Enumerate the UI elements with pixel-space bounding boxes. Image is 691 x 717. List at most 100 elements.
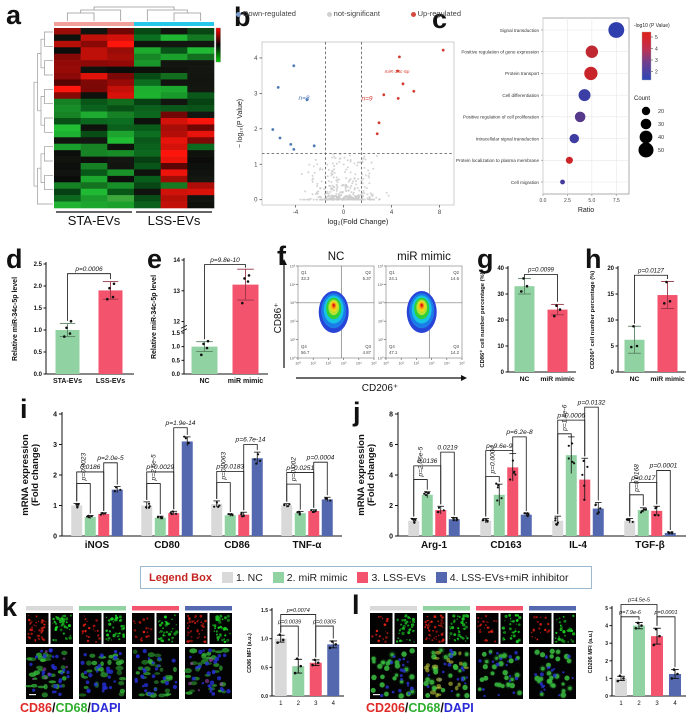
svg-text:20: 20 [658, 109, 664, 115]
legend-box: Legend Box 1. NC 2. miR mimic 3. LSS-EVs… [140, 566, 592, 589]
svg-text:4: 4 [332, 701, 336, 707]
svg-text:1: 1 [619, 701, 623, 707]
svg-text:NC: NC [520, 376, 530, 383]
svg-text:NC: NC [328, 251, 345, 263]
svg-text:0: 0 [53, 534, 57, 541]
channel-text: / [87, 701, 91, 715]
svg-text:Q2: Q2 [365, 270, 371, 275]
svg-text:Cell differentiation: Cell differentiation [502, 93, 539, 98]
svg-text:mRNA expression: mRNA expression [356, 434, 367, 516]
svg-text:p=4.5e-5: p=4.5e-5 [627, 598, 651, 604]
svg-text:10⁵: 10⁵ [290, 264, 296, 268]
svg-text:10¹: 10¹ [378, 338, 384, 342]
svg-text:2: 2 [389, 503, 393, 510]
svg-text:10³: 10³ [378, 301, 384, 305]
mir-mimic-swatch-icon [272, 571, 284, 583]
svg-text:p=6.2e-8: p=6.2e-8 [505, 429, 533, 436]
svg-text:3: 3 [314, 701, 318, 707]
mir-mimic-label: 2. miR mimic [286, 571, 348, 584]
svg-text:Q1: Q1 [389, 270, 395, 275]
svg-text:4: 4 [389, 473, 393, 480]
svg-text:1.5: 1.5 [34, 306, 43, 312]
svg-text:10: 10 [607, 318, 614, 324]
legend-item-down: Down-regulated [236, 9, 296, 18]
svg-text:24.1: 24.1 [389, 276, 398, 281]
panel-d-bar: 0.0 0.5 1.0 1.5 2.0 2.5 p=0.0006 STA-EVs LSS-EVs… [6, 246, 146, 398]
channel-text: CD68 [55, 701, 88, 715]
panel-letter-e: e [147, 244, 163, 274]
svg-text:Positive regulation of cell pr: Positive regulation of cell proliferatio… [463, 115, 540, 120]
svg-text:CD206⁺: CD206⁺ [362, 383, 398, 394]
svg-text:p=2.5e-5: p=2.5e-5 [151, 454, 158, 482]
microscopy-l-svg: 0 1 2 3 4 5 p=7.9e-6 p=4.5e-5p=0.0001 1 2 3 4 CD206 … [370, 598, 686, 707]
svg-text:IL-4: IL-4 [569, 540, 587, 551]
svg-text:2: 2 [605, 659, 608, 665]
svg-text:n=9: n=9 [361, 95, 372, 102]
svg-text:0.0: 0.0 [540, 198, 547, 204]
svg-text:3: 3 [605, 641, 608, 647]
svg-text:2: 2 [655, 70, 658, 76]
panel-l-microscopy: 0 1 2 3 4 5 p=7.9e-6 p=4.5e-5 p=0.0001 1 2 3 4 CD206 … [352, 592, 691, 717]
svg-text:10⁰: 10⁰ [295, 362, 301, 366]
svg-text:miR-34c-5p: miR-34c-5p [385, 69, 410, 75]
svg-text:p=0.0006: p=0.0006 [74, 266, 103, 273]
svg-text:LSS-EVs: LSS-EVs [96, 378, 125, 385]
up-regulated-label: Up-regulated [417, 9, 461, 18]
k-channel-label: CD86/CD68/DAPI [20, 701, 121, 715]
flow-svg: CD86⁺CD206⁺NCQ133.3Q25.37Q456.7Q34.8710⁰… [273, 251, 467, 394]
svg-text:miR mimic: miR mimic [228, 378, 264, 385]
svg-text:0.5: 0.5 [261, 665, 268, 671]
svg-text:p=2.06e-5: p=2.06e-5 [418, 446, 425, 477]
svg-text:47.1: 47.1 [389, 350, 398, 355]
svg-text:(Fold change): (Fold change) [30, 444, 41, 506]
svg-text:10¹: 10¹ [310, 362, 316, 366]
svg-text:p=0.0001: p=0.0001 [649, 463, 678, 470]
svg-text:miR mimic: miR mimic [540, 376, 575, 383]
svg-text:p=0.0063: p=0.0063 [221, 452, 228, 481]
svg-text:Q3: Q3 [365, 344, 371, 349]
svg-text:10⁵: 10⁵ [371, 362, 377, 366]
svg-text:0.0: 0.0 [261, 694, 268, 700]
grouped-bar-j-svg: 02468p=2.06e-50.01360.0219Arg-1p=0.0004p… [356, 399, 686, 551]
svg-text:10³: 10³ [429, 362, 435, 366]
channel-text: / [440, 701, 444, 715]
svg-text:Protein transport: Protein transport [505, 71, 540, 76]
svg-text:20: 20 [497, 318, 504, 324]
svg-text:15: 15 [607, 292, 614, 298]
svg-text:14: 14 [173, 258, 180, 264]
svg-text:10²: 10² [326, 362, 332, 366]
svg-text:p=0.0004: p=0.0004 [306, 454, 335, 461]
lss-evs-label: 3. LSS-EVs [371, 571, 426, 584]
svg-text:CD86⁺ cell number percentage (: CD86⁺ cell number percentage (%) [479, 272, 486, 367]
svg-text:5: 5 [605, 606, 608, 612]
svg-text:Q4: Q4 [389, 344, 395, 349]
svg-text:CD86: CD86 [224, 540, 250, 551]
svg-text:Count: Count [634, 96, 650, 102]
svg-text:Protein localization to plasma: Protein localization to plasma membrane [456, 158, 539, 163]
svg-text:1: 1 [53, 503, 57, 510]
panel-letter-a: a [6, 0, 22, 30]
svg-text:1.0: 1.0 [261, 637, 268, 643]
grouped-bar-i-svg: 01234p=0.00230.0186p=2.0e-5iNOSp=2.5e-5p… [20, 412, 342, 551]
channel-text: DAPI [90, 701, 121, 715]
svg-text:p=0.0004: p=0.0004 [490, 446, 497, 475]
svg-text:8: 8 [389, 412, 393, 419]
svg-text:NC: NC [199, 378, 209, 385]
svg-text:0: 0 [605, 694, 608, 700]
channel-text: CD68 [408, 701, 441, 715]
svg-text:Ratio: Ratio [578, 207, 594, 214]
svg-text:p=0.0023: p=0.0023 [81, 453, 88, 482]
svg-text:STA-EVs: STA-EVs [53, 378, 82, 385]
svg-text:2: 2 [53, 473, 57, 480]
svg-text:7.5: 7.5 [613, 198, 620, 204]
panel-letter-j: j [353, 397, 361, 427]
svg-text:0: 0 [389, 534, 393, 541]
bar-d-svg: 0.0 0.5 1.0 1.5 2.0 2.5 p=0.0006 STA-EVs LSS-EVs… [12, 262, 134, 385]
panel-a-heatmap: STA-EVs LSS-EVs [4, 4, 230, 240]
svg-text:1.5: 1.5 [261, 608, 268, 614]
svg-text:3: 3 [53, 442, 57, 449]
svg-text:10¹: 10¹ [398, 362, 404, 366]
svg-text:NC: NC [630, 376, 640, 383]
